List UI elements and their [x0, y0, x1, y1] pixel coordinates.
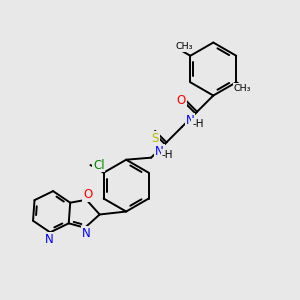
- Text: N: N: [82, 227, 91, 240]
- Text: -H: -H: [162, 150, 173, 160]
- Text: Cl: Cl: [93, 158, 104, 172]
- Text: O: O: [83, 188, 92, 201]
- Text: N: N: [155, 145, 164, 158]
- Text: O: O: [176, 94, 186, 107]
- Text: N: N: [45, 233, 54, 246]
- Text: -H: -H: [192, 119, 204, 129]
- Text: N: N: [186, 114, 194, 127]
- Text: CH₃: CH₃: [234, 84, 251, 93]
- Text: CH₃: CH₃: [176, 42, 193, 51]
- Text: S: S: [152, 132, 159, 145]
